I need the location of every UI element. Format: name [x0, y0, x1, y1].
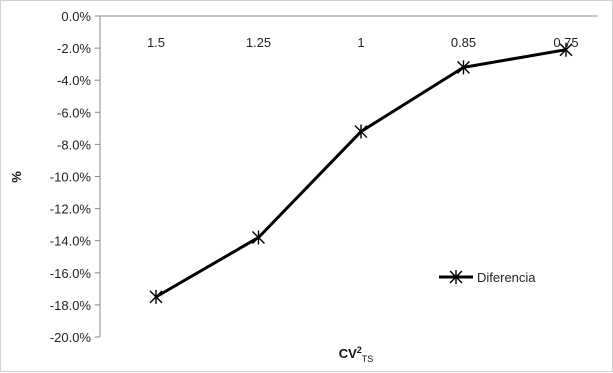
y-tick-label: -4.0% [57, 73, 91, 88]
y-tick-label: -10.0% [50, 170, 92, 185]
x-axis-title-main: CV [339, 346, 357, 361]
series-layer [149, 42, 573, 304]
legend-marker [449, 270, 463, 284]
y-tick-label: -12.0% [50, 202, 92, 217]
data-point-marker [354, 124, 368, 139]
x-tick-label: 1.5 [147, 35, 165, 50]
data-point-marker [457, 60, 470, 75]
y-tick-label: -20.0% [50, 330, 92, 345]
series-line [155, 48, 567, 299]
x-tick-label: 0.75 [553, 35, 578, 50]
y-tick-label: 0.0% [61, 9, 91, 24]
y-tick-label: -18.0% [50, 298, 92, 313]
y-tick-label: -8.0% [57, 137, 91, 152]
x-axis-title-sup: 2 [357, 345, 362, 355]
y-axis-title: % [9, 171, 24, 183]
y-tick-label: -2.0% [57, 41, 91, 56]
y-tick-label: -16.0% [50, 266, 92, 281]
data-point-marker [252, 230, 265, 245]
x-tick-label: 1 [357, 35, 364, 50]
x-axis-title: CV2TS [339, 345, 374, 364]
legend: Diferencia [439, 270, 536, 285]
data-point-marker [559, 42, 573, 57]
legend-label: Diferencia [477, 270, 536, 285]
y-axis-ticks: 0.0% -2.0% -4.0% -6.0% -8.0% -10.0% -12.0% -14.… [50, 9, 100, 345]
x-axis-title-sub: TS [362, 354, 374, 364]
y-tick-label: -14.0% [50, 234, 92, 249]
data-point-marker [149, 289, 163, 304]
legend-marker-glyph [449, 270, 463, 284]
y-tick-label: -6.0% [57, 105, 91, 120]
x-tick-label: 1.25 [246, 35, 271, 50]
x-axis-tick-labels: 1.5 1.25 1 0.85 0.75 [147, 35, 579, 50]
x-tick-label: 0.85 [451, 35, 476, 50]
